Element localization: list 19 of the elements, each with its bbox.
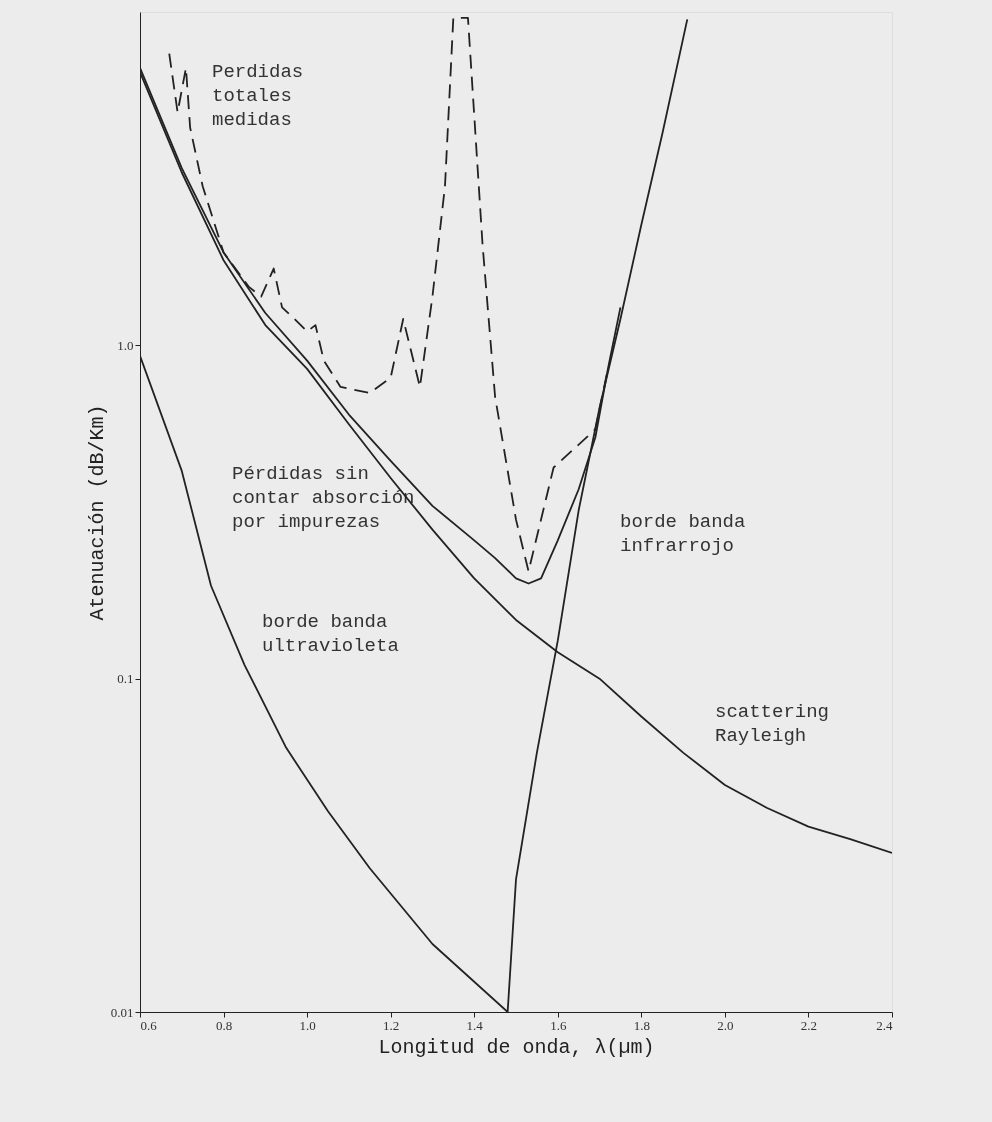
x-tick-label: 1.6 <box>550 1017 567 1033</box>
x-tick-label: 0.6 <box>140 1017 158 1033</box>
y-tick-label: 1.0 <box>117 337 134 353</box>
x-tick-label: 1.0 <box>299 1017 316 1033</box>
series-label: Perdidas totales medidas <box>212 61 304 131</box>
x-axis-title: Longitud de onda, λ(µm) <box>378 1035 655 1059</box>
series-label: borde banda ultravioleta <box>262 611 399 657</box>
x-tick-label: 2.2 <box>800 1017 818 1033</box>
text: borde banda infrarrojo <box>620 511 746 557</box>
x-tick-label: 0.8 <box>215 1017 233 1033</box>
x-tick-label: 1.8 <box>633 1017 650 1033</box>
x-tick-label: 1.4 <box>466 1017 484 1033</box>
x-tick-label: 1.2 <box>383 1017 400 1033</box>
x-tick-label: 2.4 <box>876 1017 893 1033</box>
y-axis-title: Atenuación (dB/Km) <box>85 404 109 621</box>
y-tick-label: 0.1 <box>117 671 134 687</box>
x-tick-label: 2.0 <box>717 1017 734 1033</box>
series-label: scattering Rayleigh <box>715 701 830 747</box>
y-tick-label: 0.01 <box>110 1004 134 1020</box>
